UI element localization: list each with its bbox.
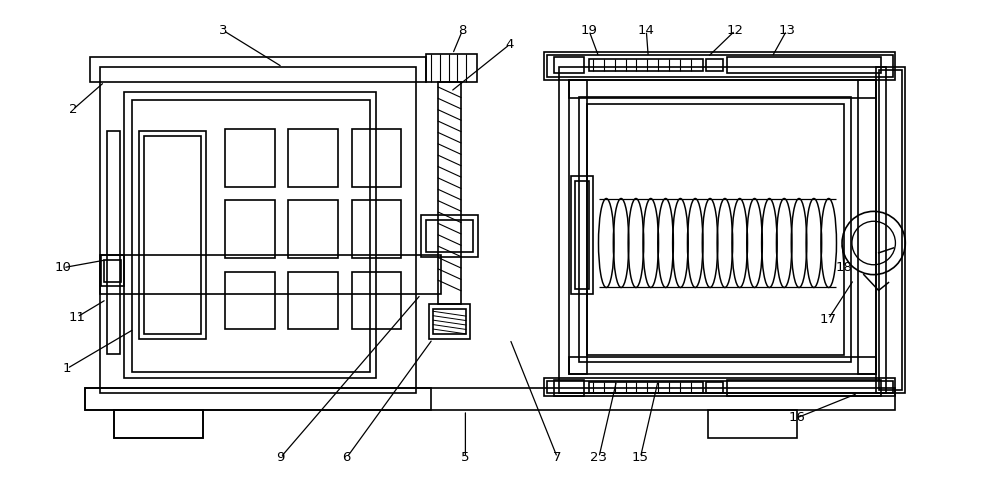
Bar	[132, 100, 370, 371]
Text: 18: 18	[836, 261, 852, 274]
Bar	[429, 304, 470, 339]
Bar	[569, 357, 876, 375]
Text: 7: 7	[553, 451, 562, 464]
Bar	[139, 131, 206, 339]
Text: 1: 1	[63, 362, 71, 375]
Bar	[706, 59, 723, 71]
Bar	[554, 381, 584, 396]
Bar	[352, 129, 401, 187]
Text: 16: 16	[788, 412, 805, 424]
Bar	[727, 57, 881, 73]
Bar	[426, 54, 477, 82]
Bar	[569, 80, 876, 98]
Bar	[589, 382, 703, 393]
Bar	[571, 176, 593, 295]
Bar	[85, 388, 431, 410]
Bar	[706, 382, 723, 393]
Bar	[876, 67, 905, 393]
Bar	[288, 129, 338, 187]
Text: 5: 5	[461, 451, 470, 464]
Bar	[554, 57, 584, 73]
Text: 23: 23	[590, 451, 607, 464]
Bar	[225, 201, 275, 258]
Bar	[114, 410, 203, 438]
Bar	[579, 97, 851, 362]
Bar	[288, 201, 338, 258]
Bar	[352, 272, 401, 329]
Text: 9: 9	[276, 451, 285, 464]
Text: 12: 12	[727, 24, 744, 37]
Bar	[144, 136, 201, 334]
Bar	[438, 82, 461, 304]
Bar	[352, 201, 401, 258]
Bar	[879, 70, 902, 390]
Bar	[124, 92, 376, 379]
Bar	[90, 57, 426, 82]
Bar	[100, 255, 441, 295]
Text: 4: 4	[506, 38, 514, 51]
Text: 19: 19	[581, 24, 597, 37]
Bar	[547, 55, 893, 77]
Bar	[544, 52, 895, 80]
Bar	[288, 272, 338, 329]
Bar	[225, 129, 275, 187]
Text: 11: 11	[68, 311, 85, 324]
Bar	[559, 67, 886, 393]
Text: 13: 13	[778, 24, 795, 37]
Text: 6: 6	[343, 451, 351, 464]
Bar	[100, 67, 416, 393]
Bar	[708, 410, 797, 438]
Bar	[107, 131, 120, 354]
Bar	[426, 220, 473, 252]
Text: 15: 15	[632, 451, 649, 464]
Bar	[433, 309, 466, 334]
Bar	[547, 382, 893, 393]
Bar	[587, 104, 844, 355]
Bar	[858, 80, 876, 375]
Bar	[225, 272, 275, 329]
Bar	[575, 181, 589, 290]
Bar	[569, 80, 587, 375]
Text: 14: 14	[638, 24, 655, 37]
Bar	[544, 379, 895, 396]
Text: 8: 8	[458, 24, 467, 37]
Bar	[727, 381, 881, 396]
Bar	[589, 59, 703, 71]
Text: 3: 3	[219, 24, 227, 37]
Bar	[114, 410, 203, 438]
Bar	[421, 215, 478, 257]
Text: 10: 10	[55, 261, 71, 274]
Text: 17: 17	[820, 312, 837, 326]
Text: 2: 2	[69, 103, 77, 116]
Bar	[85, 388, 895, 410]
Bar	[104, 260, 121, 281]
Bar	[101, 255, 124, 287]
